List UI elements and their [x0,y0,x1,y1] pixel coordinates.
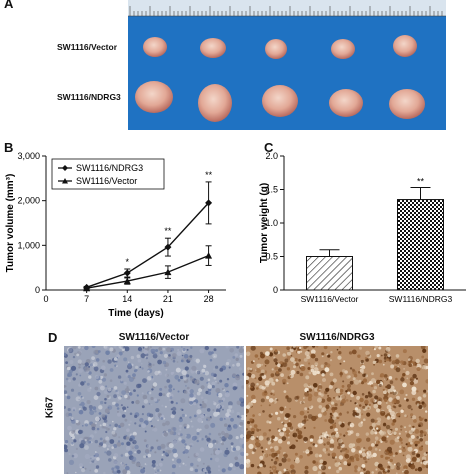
bar [306,256,353,291]
vector-tumors [143,35,417,59]
panel-d-letter: D [48,330,58,345]
panel-c-letter: C [264,140,274,155]
ki67-image-vector [64,346,244,474]
y-tick-label: 0 [273,285,278,295]
y-tick-label: 1.5 [265,185,278,195]
row-label-vector: SW1116/Vector [57,42,118,52]
significance-mark: ** [417,176,425,186]
data-point [83,284,91,292]
significance-mark: * [126,257,130,267]
legend-marker [62,178,68,184]
series-line [86,254,209,289]
y-tick-label: 1.0 [265,218,278,228]
legend-label: SW1116/NDRG3 [76,163,143,173]
x-tick-label: 7 [84,294,89,304]
significance-mark: ** [205,170,213,180]
y-tick-label: 1,000 [17,240,40,250]
x-axis-label: Time (days) [108,308,163,319]
data-point [123,269,131,277]
legend-label: SW1116/Vector [76,176,137,186]
x-tick-label: 14 [122,294,132,304]
y-axis-label: Tumor weight (g) [259,183,270,263]
ki67-image-ndrg3 [246,346,428,474]
panel-b-letter: B [4,140,14,155]
y-tick-label: 0.5 [265,252,278,262]
tumor-volume-chart: 0 1,000 2,000 3,000 0 7 14 21 28 Time (days) Tumor… [5,151,226,319]
legend-box [51,158,165,190]
series-line [86,202,210,288]
ki67-row-label: Ki67 [44,396,56,419]
data-point [205,199,213,207]
x-tick-label: SW1116/NDRG3 [389,294,453,304]
bar [397,199,444,291]
x-tick-label: SW1116/Vector [301,294,359,304]
data-point [164,243,172,251]
y-axis-label: Tumor volume (mm³) [5,174,16,273]
y-tick-label: 2,000 [17,196,40,206]
tumor-weight-chart: 0 0.5 1.0 1.5 2.0 Tumor weight (g) SW1116/Vect… [259,151,466,304]
x-tick-label: 28 [204,294,214,304]
ndrg3-tumors [135,81,425,122]
significance-mark: ** [164,226,172,236]
ki67-title-vector: SW1116/Vector [118,332,190,343]
ki67-title-ndrg3: SW1116/NDRG3 [299,332,375,343]
legend-marker [62,165,68,171]
x-tick-label: 21 [163,294,173,304]
tumor-photo [128,0,446,130]
y-tick-label: 3,000 [17,151,40,161]
y-tick-label: 2.0 [265,151,278,161]
x-tick-label: 0 [43,294,48,304]
data-point [164,268,172,276]
y-tick-label: 0 [35,285,40,295]
data-point [123,277,131,285]
panel-a-letter: A [4,0,14,11]
row-label-ndrg3: SW1116/NDRG3 [57,92,121,102]
data-point [205,252,213,259]
